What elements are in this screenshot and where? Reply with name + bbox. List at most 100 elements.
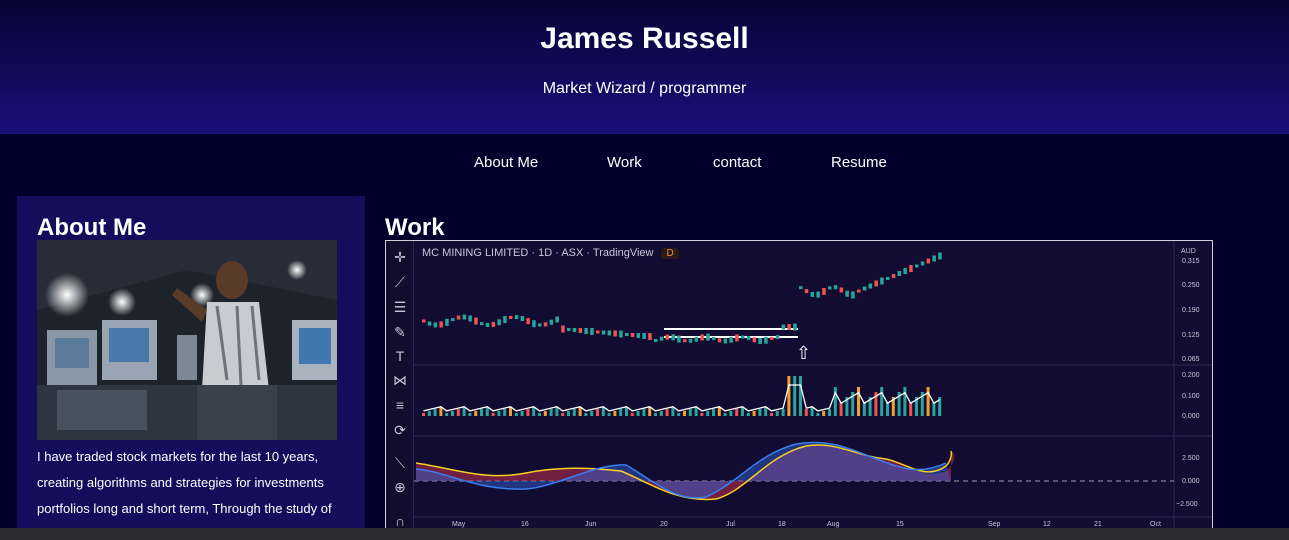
volume-bar: [468, 413, 472, 416]
time-tick: 15: [896, 521, 904, 528]
site-title: James Russell: [540, 22, 749, 55]
candle: [584, 328, 588, 334]
volume-bar: [926, 387, 930, 416]
volume-bar: [920, 392, 924, 416]
nav-contact[interactable]: contact: [713, 154, 762, 171]
candle: [926, 258, 931, 264]
price-tick: 0.250: [1182, 282, 1200, 289]
volume-bar: [770, 413, 773, 416]
candle: [891, 274, 896, 278]
refresh-icon[interactable]: ⟳: [394, 422, 406, 438]
volume-bar: [659, 411, 663, 416]
nav-resume[interactable]: Resume: [831, 154, 887, 171]
crosshair-icon[interactable]: ✛: [394, 249, 406, 265]
taskbar: [0, 528, 1289, 540]
volume-bar: [462, 407, 466, 416]
volume-bar: [688, 409, 692, 416]
candle: [526, 318, 530, 325]
brush-icon[interactable]: ✎: [394, 324, 406, 340]
candle: [694, 336, 699, 342]
volume-bar: [746, 413, 750, 416]
volume-bar: [729, 411, 733, 416]
candle: [445, 318, 449, 326]
candle: [857, 289, 861, 293]
candle: [491, 321, 496, 327]
candle: [932, 255, 936, 262]
volume-bar: [561, 413, 565, 416]
volume-bar: [851, 392, 855, 416]
price-tick: 0.315: [1182, 258, 1200, 265]
about-photo: [37, 240, 337, 440]
candles-group: [422, 252, 942, 344]
volume-bar: [712, 409, 715, 416]
nav-about[interactable]: About Me: [474, 154, 539, 171]
candle: [462, 314, 467, 320]
site-header: James Russell Market Wizard / programmer: [0, 0, 1289, 134]
interval-badge: D: [661, 248, 679, 259]
magnet-icon[interactable]: ∩: [394, 513, 406, 529]
candle: [503, 316, 507, 324]
tradingview-chart[interactable]: ✛ ⟋ ☰ ✎ T ⋈ ≡ ⟳ ⟍ ⊕ ∩ MC MINING LIMITED …: [385, 240, 1213, 540]
volume-bar: [897, 392, 901, 416]
volume-bar: [514, 413, 518, 416]
volume-bar: [451, 411, 454, 416]
candle: [456, 315, 461, 320]
time-tick: 16: [521, 521, 529, 528]
candle: [572, 328, 577, 332]
candle: [480, 322, 484, 326]
volume-bar: [694, 407, 698, 416]
volume-bar: [654, 413, 657, 416]
volume-bar: [909, 402, 913, 416]
volume-tick: 0.000: [1182, 413, 1200, 420]
time-tick: 12: [1043, 521, 1051, 528]
pattern-icon[interactable]: ⋈: [393, 372, 407, 388]
osc-tick: 2.500: [1182, 455, 1200, 462]
candle: [688, 338, 693, 343]
horizontal-lines-icon[interactable]: ☰: [393, 299, 407, 315]
candle: [474, 317, 478, 325]
candle: [897, 271, 902, 276]
candle: [770, 336, 774, 340]
text-tool-icon[interactable]: T: [395, 348, 405, 364]
candle: [915, 264, 919, 268]
candle: [775, 335, 780, 340]
volume-bar: [584, 413, 588, 416]
volume-bar: [427, 411, 431, 416]
candle: [735, 334, 739, 342]
candle: [886, 277, 890, 280]
volume-bar: [839, 402, 843, 416]
ruler-icon[interactable]: ⟍: [395, 455, 405, 471]
volume-bar: [735, 409, 739, 416]
candle: [485, 322, 490, 327]
volume-bar: [625, 407, 628, 416]
candle: [654, 338, 658, 342]
candle: [532, 320, 536, 328]
volume-bar: [567, 411, 570, 416]
volume-tick: 0.100: [1182, 393, 1200, 400]
candle: [543, 322, 548, 327]
volume-bar: [491, 413, 495, 416]
time-tick: Jul: [726, 521, 735, 528]
nav-work[interactable]: Work: [607, 154, 642, 171]
volume-bar: [752, 411, 756, 416]
candle: [509, 315, 513, 319]
volume-bar: [828, 409, 831, 416]
candle: [752, 337, 757, 343]
volume-bar: [764, 407, 768, 416]
volume-bar: [422, 413, 425, 416]
work-heading: Work: [385, 214, 445, 241]
trend-line-icon[interactable]: ⟋: [395, 274, 405, 290]
volume-bar: [700, 413, 704, 416]
volume-bar: [706, 411, 710, 416]
candle: [862, 286, 867, 291]
volume-bar: [775, 411, 779, 416]
candle: [636, 333, 641, 338]
volume-bar: [810, 407, 814, 416]
zoom-icon[interactable]: ⊕: [394, 479, 406, 495]
fib-icon[interactable]: ≡: [395, 397, 405, 413]
volume-bar: [741, 407, 744, 416]
candle: [845, 290, 849, 297]
time-tick: Jun: [585, 521, 596, 528]
candle: [839, 287, 844, 293]
time-tick: 21: [1094, 521, 1102, 528]
